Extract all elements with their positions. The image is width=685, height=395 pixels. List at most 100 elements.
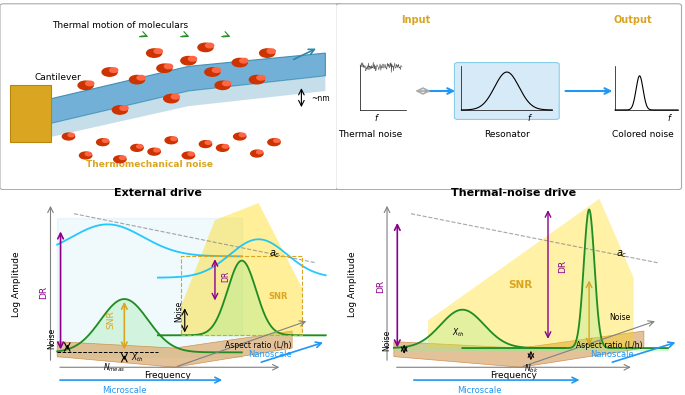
Circle shape [215,81,230,90]
Text: Input: Input [401,15,431,25]
Text: Thermomechanical noise: Thermomechanical noise [86,160,212,169]
Circle shape [257,75,265,80]
Polygon shape [428,199,634,348]
Text: $X_{th}$: $X_{th}$ [452,326,465,339]
Text: SNR: SNR [508,280,533,290]
Text: DR: DR [558,260,567,273]
Text: Nanoscale: Nanoscale [590,350,634,359]
Circle shape [206,141,211,144]
Text: SNR: SNR [106,310,115,329]
Circle shape [232,58,247,67]
Text: Log Amplitude: Log Amplitude [348,251,358,317]
Circle shape [260,49,275,57]
Circle shape [157,64,172,72]
Circle shape [268,139,280,146]
Circle shape [112,106,127,114]
Text: ~nm: ~nm [312,94,330,103]
Text: $a_c$: $a_c$ [269,248,280,260]
Text: $N_{meas}$: $N_{meas}$ [103,361,125,374]
Circle shape [205,68,220,76]
Text: Nanoscale: Nanoscale [249,350,292,359]
Circle shape [148,148,160,155]
Circle shape [206,43,214,48]
Circle shape [274,139,279,142]
Text: DR: DR [39,286,48,299]
Text: Output: Output [613,15,652,25]
Circle shape [137,75,145,80]
Text: Aspect ratio (L/h): Aspect ratio (L/h) [576,341,643,350]
Circle shape [251,150,263,157]
Text: f: f [374,114,377,123]
Text: Noise: Noise [48,328,57,349]
Circle shape [171,94,179,99]
Text: Frequency: Frequency [490,371,537,380]
Text: Thermal noise: Thermal noise [338,130,403,139]
Circle shape [234,133,246,140]
FancyBboxPatch shape [454,62,559,119]
Polygon shape [57,218,242,357]
Circle shape [267,49,275,53]
Text: Noise: Noise [610,313,631,322]
Circle shape [182,152,195,159]
Circle shape [129,75,145,84]
Circle shape [131,145,143,151]
Circle shape [154,49,162,53]
Circle shape [86,152,92,156]
Circle shape [110,68,118,72]
Circle shape [120,106,128,110]
Text: Cantilever: Cantilever [34,73,81,82]
Circle shape [97,139,109,146]
Text: DR: DR [375,280,385,293]
Text: $X_{th}$: $X_{th}$ [131,352,144,364]
Polygon shape [394,331,644,367]
Text: Resonator: Resonator [484,130,530,139]
Circle shape [240,133,245,137]
Circle shape [136,145,143,148]
Circle shape [164,94,179,103]
Text: External drive: External drive [114,188,202,198]
Text: Microscale: Microscale [102,386,147,395]
Circle shape [147,49,162,57]
Circle shape [240,58,248,63]
Polygon shape [57,331,292,367]
Text: Thermal-noise drive: Thermal-noise drive [451,188,576,198]
Polygon shape [27,53,325,129]
FancyBboxPatch shape [336,4,682,190]
Circle shape [79,152,92,159]
Polygon shape [182,203,302,335]
Text: Colored noise: Colored noise [612,130,674,139]
Circle shape [222,145,229,148]
Text: Frequency: Frequency [145,371,191,380]
Circle shape [199,141,212,147]
Circle shape [223,81,231,86]
Circle shape [153,149,160,152]
Text: DR: DR [222,271,231,282]
Circle shape [62,133,75,140]
Text: f: f [667,114,671,123]
Circle shape [216,145,229,151]
Circle shape [256,150,262,154]
Circle shape [103,139,108,142]
Text: Noise: Noise [175,301,184,322]
Text: Microscale: Microscale [458,386,501,395]
Circle shape [198,43,213,52]
Circle shape [188,152,195,156]
Circle shape [181,56,196,65]
Text: Log Amplitude: Log Amplitude [12,251,21,317]
Polygon shape [27,76,325,142]
Circle shape [188,56,197,61]
Circle shape [249,75,264,84]
Text: $a_c$: $a_c$ [616,248,628,260]
Text: $N_{bk}$: $N_{bk}$ [523,363,538,375]
Text: SNR: SNR [269,292,288,301]
Circle shape [165,137,177,144]
Text: f: f [527,114,531,123]
Circle shape [114,156,126,163]
Circle shape [68,133,74,137]
Circle shape [171,137,177,141]
Circle shape [212,68,221,72]
Text: Aspect ratio (L/h): Aspect ratio (L/h) [225,341,292,350]
Circle shape [78,81,93,90]
Circle shape [120,156,126,160]
Text: Noise: Noise [382,330,392,351]
